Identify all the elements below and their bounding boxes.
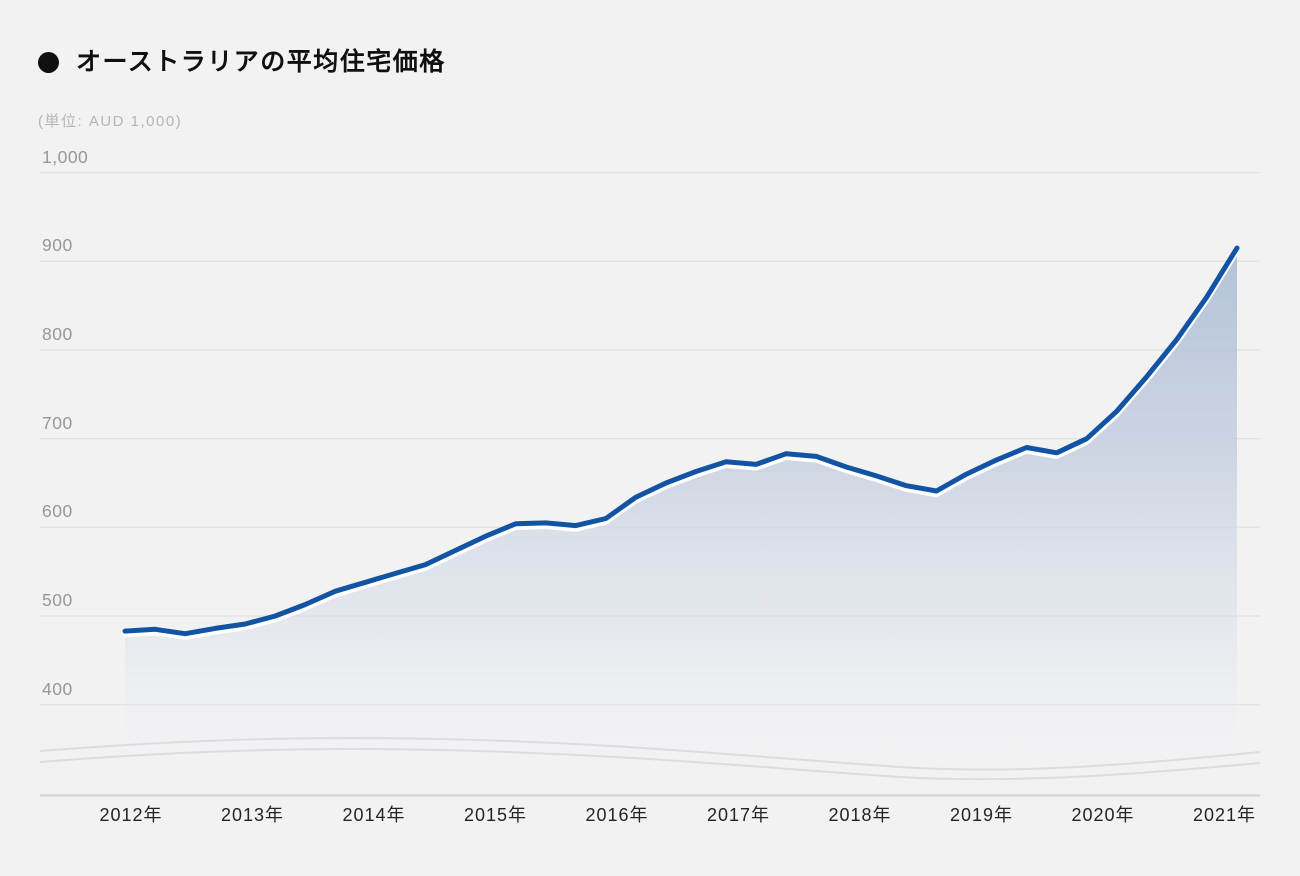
x-axis-label-2021: 2021年 [1192, 805, 1257, 825]
y-axis-label-800: 800 [42, 324, 73, 344]
reflection-arc-lower [39, 748, 1261, 781]
y-axis-label-700: 700 [42, 413, 73, 433]
x-axis-label-2019: 2019年 [949, 805, 1014, 825]
x-axis-label-2014: 2014年 [342, 805, 406, 825]
line-halo [122, 249, 1240, 640]
circle-bullet-icon [38, 51, 59, 73]
price-line [122, 245, 1240, 637]
chart-header: オーストラリアの平均住宅価格 [38, 47, 446, 77]
y-axis-label-600: 600 [42, 501, 73, 521]
x-axis-label-2016: 2016年 [585, 805, 649, 825]
reflection-arcs [39, 737, 1261, 781]
y-axis-label-1000: 1,000 [42, 147, 89, 167]
unit-label: (単位: AUD 1,000) [38, 113, 183, 130]
x-axis-label-2013: 2013年 [220, 805, 285, 825]
y-axis-label-900: 900 [42, 235, 73, 255]
area-fill [125, 248, 1237, 768]
reflection-arc-upper [39, 737, 1261, 771]
x-axis-label-2015: 2015年 [463, 805, 528, 825]
y-axis-label-500: 500 [42, 590, 73, 610]
x-axis-label-2017: 2017年 [706, 805, 771, 825]
page-title: オーストラリアの平均住宅価格 [76, 48, 446, 76]
y-axis-label-400: 400 [42, 679, 73, 699]
x-axis-label-2012: 2012年 [99, 805, 163, 825]
x-axis-label-2018: 2018年 [828, 805, 892, 825]
x-axis-label-2020: 2020年 [1071, 805, 1135, 825]
